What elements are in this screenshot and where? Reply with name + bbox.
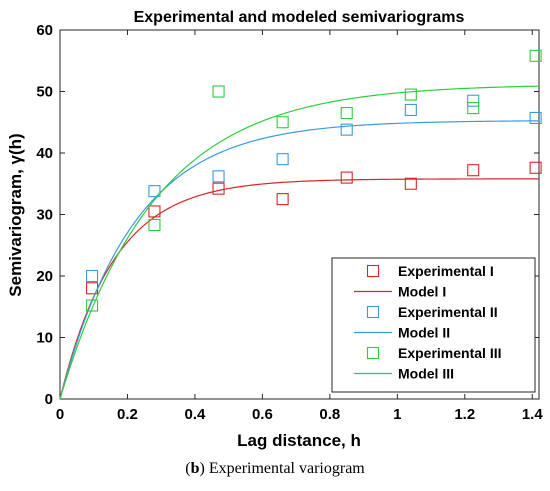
experimental-point	[467, 164, 480, 177]
legend-entry-label: Model III	[398, 366, 454, 382]
legend-entry-label: Experimental I	[398, 263, 494, 279]
experimental-point	[467, 102, 480, 115]
x-tick-label: 0.6	[252, 406, 273, 423]
caption-text: Experimental variogram	[204, 460, 365, 477]
experimental-point	[404, 103, 417, 116]
legend-entry-label: Experimental II	[398, 304, 498, 320]
chart-title: Experimental and modeled semivariograms	[134, 9, 465, 26]
y-tick-label: 60	[36, 22, 53, 39]
experimental-point	[212, 85, 225, 98]
x-tick-label: 0.2	[117, 406, 138, 423]
experimental-point	[529, 49, 542, 62]
x-tick-label: 1	[393, 406, 401, 423]
experimental-point	[529, 111, 542, 124]
y-tick-label: 30	[36, 207, 53, 224]
y-tick-label: 40	[36, 145, 53, 162]
semivariogram-chart: Experimental and modeled semivariograms …	[6, 9, 543, 450]
legend-entry-label: Model II	[398, 325, 450, 341]
model-line-2	[59, 178, 539, 400]
caption-label: b	[190, 460, 200, 477]
experimental-point	[148, 185, 161, 198]
x-tick-label: 0	[56, 406, 64, 423]
x-tick-label: 1.4	[522, 406, 544, 423]
experimental-point	[340, 106, 353, 120]
experimental-point	[212, 182, 225, 195]
experimental-point	[404, 88, 417, 101]
x-tick-label: 0.4	[184, 406, 206, 423]
legend-marker-swatch	[366, 305, 380, 319]
figure-caption: (b) Experimental variogram	[185, 460, 365, 477]
legend-entry-label: Experimental III	[398, 345, 501, 361]
model-line-4	[59, 120, 540, 400]
experimental-point	[467, 94, 480, 107]
experimental-point	[212, 170, 225, 183]
experimental-point	[276, 153, 289, 166]
plot-area: 0 0.2 0.4 0.6 0.8 1 1.2 1.4 0 10 20 30 40 50 60	[36, 22, 543, 423]
y-tick-label: 10	[36, 330, 53, 347]
legend-entry-label: Model I	[398, 284, 446, 300]
experimental-point	[404, 177, 417, 190]
experimental-point	[340, 171, 353, 184]
experimental-point	[529, 161, 542, 174]
experimental-point	[85, 299, 99, 312]
x-axis-label: Lag distance, h	[237, 431, 361, 450]
x-tick-label: 0.8	[319, 406, 340, 423]
legend-marker-swatch	[366, 264, 380, 278]
y-tick-label: 20	[36, 268, 53, 285]
experimental-point	[276, 193, 289, 206]
experimental-point	[85, 269, 99, 283]
legend: Experimental I Model I Experimental II Mode…	[331, 257, 536, 393]
y-tick-label: 0	[45, 391, 53, 408]
experimental-point	[148, 218, 161, 232]
experimental-point	[148, 205, 161, 218]
x-tick-label: 1.2	[454, 406, 475, 423]
experimental-point	[340, 123, 353, 136]
y-axis-label: Semivariogram, γ(h)	[6, 133, 25, 296]
experimental-point	[276, 116, 289, 129]
legend-box	[331, 257, 536, 393]
legend-marker-swatch	[366, 346, 380, 360]
y-tick-label: 50	[36, 84, 53, 101]
model-line-6	[59, 85, 540, 400]
